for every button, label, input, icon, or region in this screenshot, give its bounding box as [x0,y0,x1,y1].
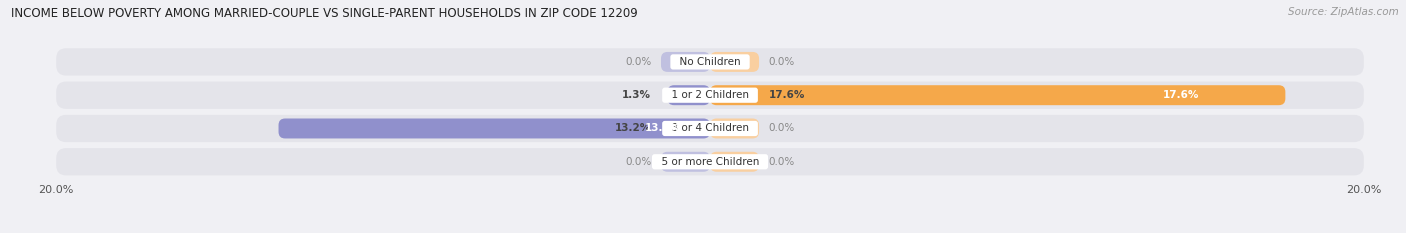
Text: 0.0%: 0.0% [624,157,651,167]
Text: 0.0%: 0.0% [769,57,796,67]
Text: Source: ZipAtlas.com: Source: ZipAtlas.com [1288,7,1399,17]
Text: 3 or 4 Children: 3 or 4 Children [665,123,755,134]
FancyBboxPatch shape [710,152,759,172]
FancyBboxPatch shape [661,52,710,72]
Text: 0.0%: 0.0% [769,123,796,134]
Text: 13.2%: 13.2% [645,123,682,134]
FancyBboxPatch shape [278,119,710,138]
Text: 0.0%: 0.0% [769,157,796,167]
Text: INCOME BELOW POVERTY AMONG MARRIED-COUPLE VS SINGLE-PARENT HOUSEHOLDS IN ZIP COD: INCOME BELOW POVERTY AMONG MARRIED-COUPL… [11,7,638,20]
FancyBboxPatch shape [56,115,1364,142]
FancyBboxPatch shape [56,148,1364,175]
Text: 5 or more Children: 5 or more Children [655,157,765,167]
FancyBboxPatch shape [710,85,1285,105]
FancyBboxPatch shape [668,85,710,105]
FancyBboxPatch shape [710,119,759,138]
Text: 17.6%: 17.6% [769,90,806,100]
FancyBboxPatch shape [56,48,1364,75]
FancyBboxPatch shape [710,52,759,72]
Text: 13.2%: 13.2% [614,123,651,134]
FancyBboxPatch shape [56,82,1364,109]
FancyBboxPatch shape [661,152,710,172]
Text: 1 or 2 Children: 1 or 2 Children [665,90,755,100]
Text: 17.6%: 17.6% [1163,90,1199,100]
Text: 1.3%: 1.3% [623,90,651,100]
Text: No Children: No Children [673,57,747,67]
Text: 0.0%: 0.0% [624,57,651,67]
